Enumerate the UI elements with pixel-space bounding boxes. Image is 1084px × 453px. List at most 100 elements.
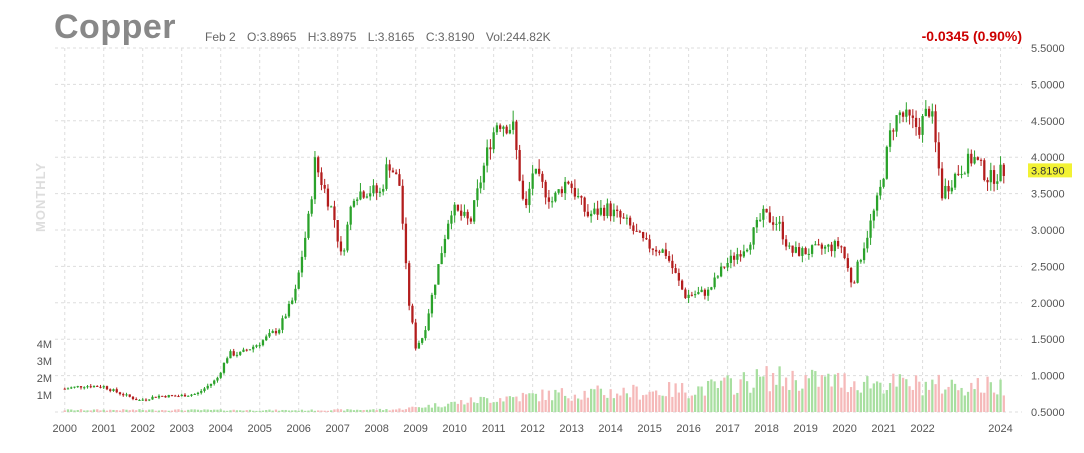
volume-bar — [771, 372, 775, 412]
price-tick-label: 1.0000 — [1031, 371, 1065, 383]
candle-body — [577, 196, 580, 198]
candle-body — [109, 389, 112, 391]
candle-body — [687, 294, 690, 298]
candle-body — [976, 157, 979, 160]
candle-body — [667, 255, 671, 261]
candle-body — [495, 125, 499, 133]
candle-body — [716, 276, 720, 278]
candle-body — [128, 394, 131, 397]
volume-bar — [590, 388, 593, 412]
last-price-label: 3.8190 — [1031, 165, 1065, 177]
candle-body — [947, 185, 950, 192]
candle-body — [245, 349, 248, 351]
volume-bar — [216, 409, 219, 412]
volume-bar — [466, 402, 469, 412]
x-tick-label: 2004 — [208, 423, 232, 435]
candle-body — [443, 238, 447, 254]
volume-bar — [518, 401, 521, 412]
candle-body — [203, 388, 206, 392]
candle-body — [456, 204, 460, 211]
volume-bar — [706, 380, 710, 412]
candle-body — [391, 170, 395, 173]
volume-bar — [963, 395, 966, 412]
volume-bar — [252, 410, 255, 412]
candle-body — [476, 188, 479, 201]
x-tick-label: 2016 — [676, 423, 700, 435]
volume-bar — [525, 394, 528, 412]
candle-body — [801, 248, 804, 256]
volume-bar — [401, 409, 404, 412]
candle-body — [810, 245, 814, 254]
volume-bar — [141, 410, 144, 412]
candle-body — [447, 223, 450, 239]
volume-bar — [83, 410, 86, 412]
volume-bar — [190, 409, 193, 412]
volume-bar — [703, 395, 707, 412]
candle-body — [645, 238, 648, 240]
volume-bar — [690, 395, 694, 412]
candle-body — [122, 394, 125, 396]
candle-body — [729, 255, 732, 264]
volume-bar — [641, 395, 645, 412]
volume-bar — [667, 382, 671, 412]
volume-bar — [427, 404, 430, 412]
volume-bar — [554, 389, 557, 412]
candle-body — [697, 292, 700, 295]
volume-bar — [846, 392, 849, 412]
candle-body — [791, 245, 794, 253]
volume-bar — [323, 410, 326, 412]
candle-body — [710, 287, 713, 290]
candle-body — [593, 208, 596, 214]
candle-body — [216, 377, 219, 381]
candle-body — [599, 207, 603, 215]
candle-body — [758, 219, 762, 221]
volume-bar — [560, 388, 564, 412]
volume-bar — [794, 380, 797, 412]
candle-body — [242, 349, 245, 352]
volume-bar — [934, 384, 937, 412]
candle-body — [310, 199, 313, 214]
candle-body — [73, 386, 76, 388]
volume-bar — [632, 384, 635, 412]
volume-bar — [817, 386, 820, 412]
price-tick-label: 4.0000 — [1031, 152, 1065, 164]
volume-bar — [239, 410, 242, 412]
candle-body — [726, 263, 729, 268]
volume-bar — [508, 396, 512, 412]
price-tick-label: 4.5000 — [1031, 116, 1065, 128]
volume-bar — [512, 397, 515, 412]
candle-body — [427, 313, 430, 331]
candle-body — [395, 172, 398, 175]
volume-bar — [352, 410, 356, 412]
candle-body — [356, 199, 359, 201]
volume-bar — [528, 393, 531, 412]
candle-body — [703, 289, 707, 296]
candle-body — [752, 227, 755, 245]
volume-bar — [680, 383, 684, 412]
volume-bar — [157, 410, 161, 412]
candle-body — [521, 180, 525, 199]
volume-bar — [447, 403, 450, 412]
x-tick-label: 2020 — [832, 423, 856, 435]
volume-bar — [960, 387, 963, 412]
candle-body — [336, 220, 339, 242]
x-tick-label: 2013 — [559, 423, 583, 435]
volume-bar — [382, 410, 385, 412]
volume-bar — [414, 406, 417, 412]
candle-body — [963, 173, 966, 175]
volume-tick-label: 3M — [37, 356, 52, 368]
volume-bar — [944, 389, 947, 412]
volume-bar — [862, 381, 866, 412]
candle-body — [560, 189, 564, 194]
volume-bar — [599, 388, 603, 412]
volume-bar — [167, 410, 170, 412]
x-tick-label: 2007 — [325, 423, 349, 435]
candle-body — [180, 394, 183, 397]
close-value: C:3.8190 — [425, 30, 475, 44]
candle-body — [518, 149, 521, 181]
candle-body — [83, 387, 86, 389]
candle-body — [190, 394, 193, 396]
candle-body — [544, 181, 547, 198]
candle-body — [966, 153, 970, 174]
